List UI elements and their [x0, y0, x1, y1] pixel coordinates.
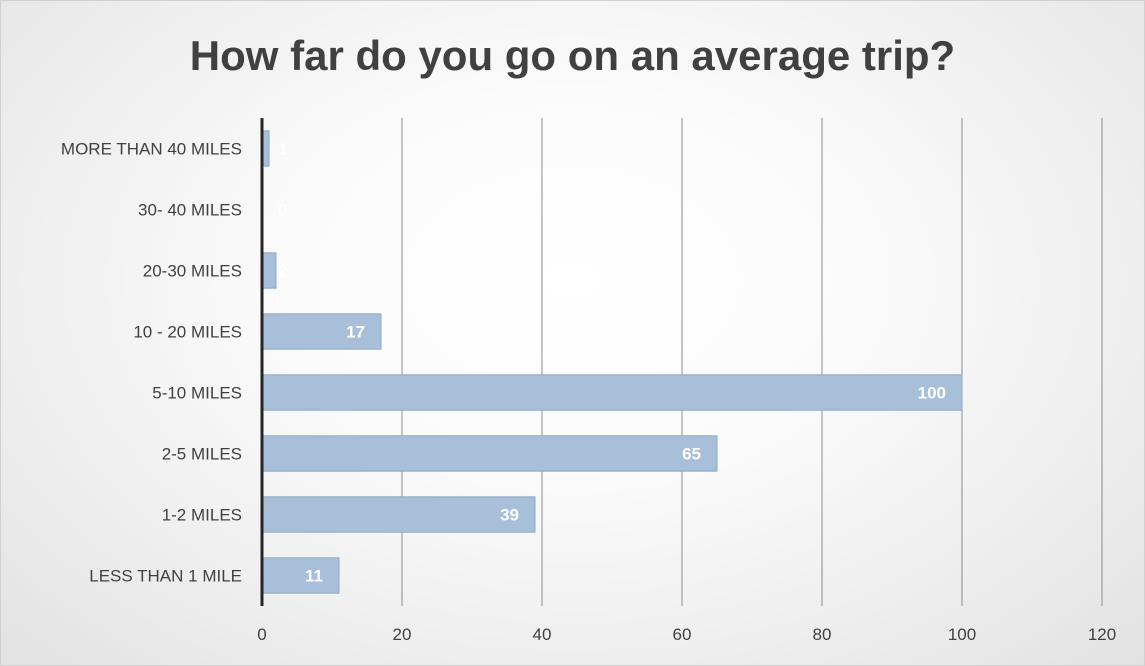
category-label: 2-5 MILES — [162, 445, 242, 464]
category-label: LESS THAN 1 MILE — [89, 567, 242, 586]
data-label: 0 — [278, 201, 287, 220]
x-tick-label: 100 — [948, 625, 976, 644]
data-label: 1 — [278, 140, 287, 159]
x-tick-label: 0 — [257, 625, 266, 644]
bar — [261, 252, 277, 289]
category-label: 1-2 MILES — [162, 506, 242, 525]
x-tick-label: 120 — [1088, 625, 1116, 644]
category-label: MORE THAN 40 MILES — [61, 140, 242, 159]
data-label: 39 — [500, 506, 519, 525]
category-label: 5-10 MILES — [152, 384, 242, 403]
bar — [261, 496, 536, 533]
x-tick-label: 20 — [393, 625, 412, 644]
category-label: 30- 40 MILES — [138, 201, 242, 220]
category-label: 10 - 20 MILES — [133, 323, 242, 342]
bar — [261, 557, 340, 594]
data-label: 17 — [346, 323, 365, 342]
chart-title: How far do you go on an average trip? — [189, 32, 956, 79]
data-label: 2 — [278, 262, 287, 281]
data-label: 100 — [918, 384, 946, 403]
x-tick-label: 80 — [813, 625, 832, 644]
data-label: 11 — [305, 567, 323, 586]
bar — [261, 374, 963, 411]
bars — [261, 130, 963, 594]
x-tick-label: 60 — [673, 625, 692, 644]
data-label: 65 — [682, 445, 701, 464]
x-tick-label: 40 — [533, 625, 552, 644]
gridlines — [401, 118, 1103, 606]
category-label: 20-30 MILES — [143, 262, 242, 281]
bar — [261, 435, 718, 472]
